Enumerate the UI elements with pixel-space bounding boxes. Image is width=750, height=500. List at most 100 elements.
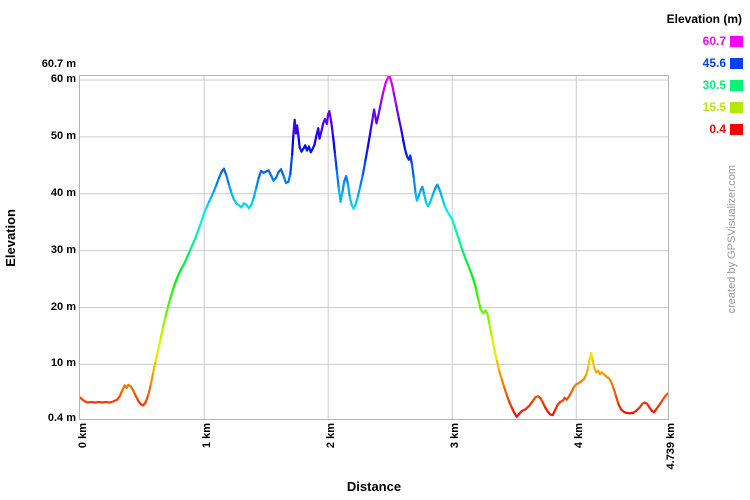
profile-segment <box>488 323 494 339</box>
x-tick-label: 3 km <box>449 423 462 449</box>
profile-segment <box>612 387 618 398</box>
legend-row: 45.6 <box>613 52 743 74</box>
profile-segment <box>379 95 384 108</box>
profile-segment <box>461 248 467 261</box>
y-tick-label: 30 m <box>50 243 76 256</box>
profile-segment <box>409 154 414 166</box>
distance-axis-title: Distance <box>346 479 402 494</box>
legend-row: 0.4 <box>613 118 743 140</box>
legend: Elevation (m) 60.7 45.6 30.5 15.5 0.4 <box>613 12 743 140</box>
profile-segment <box>591 358 596 369</box>
profile-segment <box>486 313 491 326</box>
profile-segment <box>154 348 160 363</box>
profile-segment <box>369 119 374 134</box>
x-tick-label: 1 km <box>201 423 214 449</box>
profile-segment <box>330 120 335 138</box>
profile-segment <box>149 371 155 386</box>
profile-segment <box>438 189 444 200</box>
x-tick-label: 4 km <box>573 423 586 449</box>
profile-segment <box>354 194 360 207</box>
profile-segment <box>361 159 367 176</box>
profile-segment <box>252 186 258 199</box>
profile-segment <box>250 196 255 207</box>
profile-segment <box>464 258 471 270</box>
profile-segment <box>400 128 405 142</box>
legend-swatch <box>730 123 743 135</box>
profile-segment <box>144 394 150 404</box>
legend-title: Elevation (m) <box>666 12 742 26</box>
profile-segment <box>609 380 615 390</box>
profile-segment <box>297 134 301 149</box>
profile-segment <box>222 167 228 177</box>
legend-swatch <box>730 35 743 47</box>
profile-segment <box>169 288 175 299</box>
x-tick-label: 0 km <box>77 423 89 449</box>
legend-swatch <box>730 101 743 113</box>
profile-segment <box>328 110 333 124</box>
profile-segment <box>585 366 590 376</box>
profile-segment <box>157 337 162 351</box>
profile-segment <box>227 183 233 194</box>
profile-segment <box>453 225 460 240</box>
profile-segment <box>586 356 592 369</box>
profile-segment <box>341 180 346 194</box>
profile-segment <box>174 274 180 284</box>
plot-canvas <box>80 76 668 419</box>
elevation-profile-line <box>80 76 668 418</box>
profile-segment <box>428 194 434 204</box>
profile-segment <box>359 173 364 187</box>
profile-segment <box>356 184 362 198</box>
profile-segment <box>468 267 475 281</box>
profile-segment <box>372 108 377 118</box>
profile-segment <box>402 139 407 151</box>
profile-segment <box>389 76 394 86</box>
legend-swatch <box>730 57 743 69</box>
profile-segment <box>162 315 167 328</box>
profile-segment <box>346 183 351 199</box>
profile-segment <box>390 83 396 95</box>
profile-segment <box>505 394 511 404</box>
profile-segment <box>392 92 398 108</box>
watermark: created by GPSVisualizer.com <box>726 165 738 314</box>
y-tick-label: 10 m <box>50 357 76 370</box>
profile-segment <box>335 169 340 190</box>
profile-segment <box>451 218 456 228</box>
profile-segment <box>166 296 172 308</box>
profile-segment <box>332 135 337 156</box>
profile-segment <box>500 378 506 389</box>
legend-row: 30.5 <box>613 74 743 96</box>
profile-segment <box>255 176 260 190</box>
profile-segment <box>474 287 480 301</box>
profile-segment <box>313 134 318 146</box>
profile-segment <box>377 105 382 117</box>
profile-segment <box>375 114 380 125</box>
legend-value: 0.4 <box>709 122 726 136</box>
x-tick-label: 4.739 km <box>665 423 677 470</box>
profile-segment <box>333 152 338 173</box>
profile-segment <box>477 298 482 311</box>
y-tick-label: 40 m <box>50 186 76 199</box>
legend-swatch <box>730 79 743 91</box>
legend-row: 60.7 <box>613 30 743 52</box>
legend-rows: 60.7 45.6 30.5 15.5 0.4 <box>613 30 743 140</box>
y-tick-label: 60 m <box>50 72 76 85</box>
profile-segment <box>457 237 464 251</box>
profile-segment <box>395 105 400 120</box>
profile-segment <box>364 145 369 162</box>
profile-segment <box>196 223 202 233</box>
profile-segment <box>147 383 152 397</box>
profile-segment <box>194 230 199 240</box>
profile-segment <box>493 348 498 363</box>
profile-segment <box>320 122 325 133</box>
profile-segment <box>296 124 300 137</box>
profile-segment <box>382 81 387 91</box>
profile-segment <box>614 395 620 406</box>
profile-segment <box>410 163 415 179</box>
profile-segment <box>257 169 263 179</box>
profile-segment <box>339 190 344 203</box>
y-tick-label: 50 m <box>50 129 76 142</box>
elevation-axis-title: Elevation <box>3 209 18 267</box>
profile-segment <box>171 280 177 291</box>
profile-segment <box>289 152 294 175</box>
